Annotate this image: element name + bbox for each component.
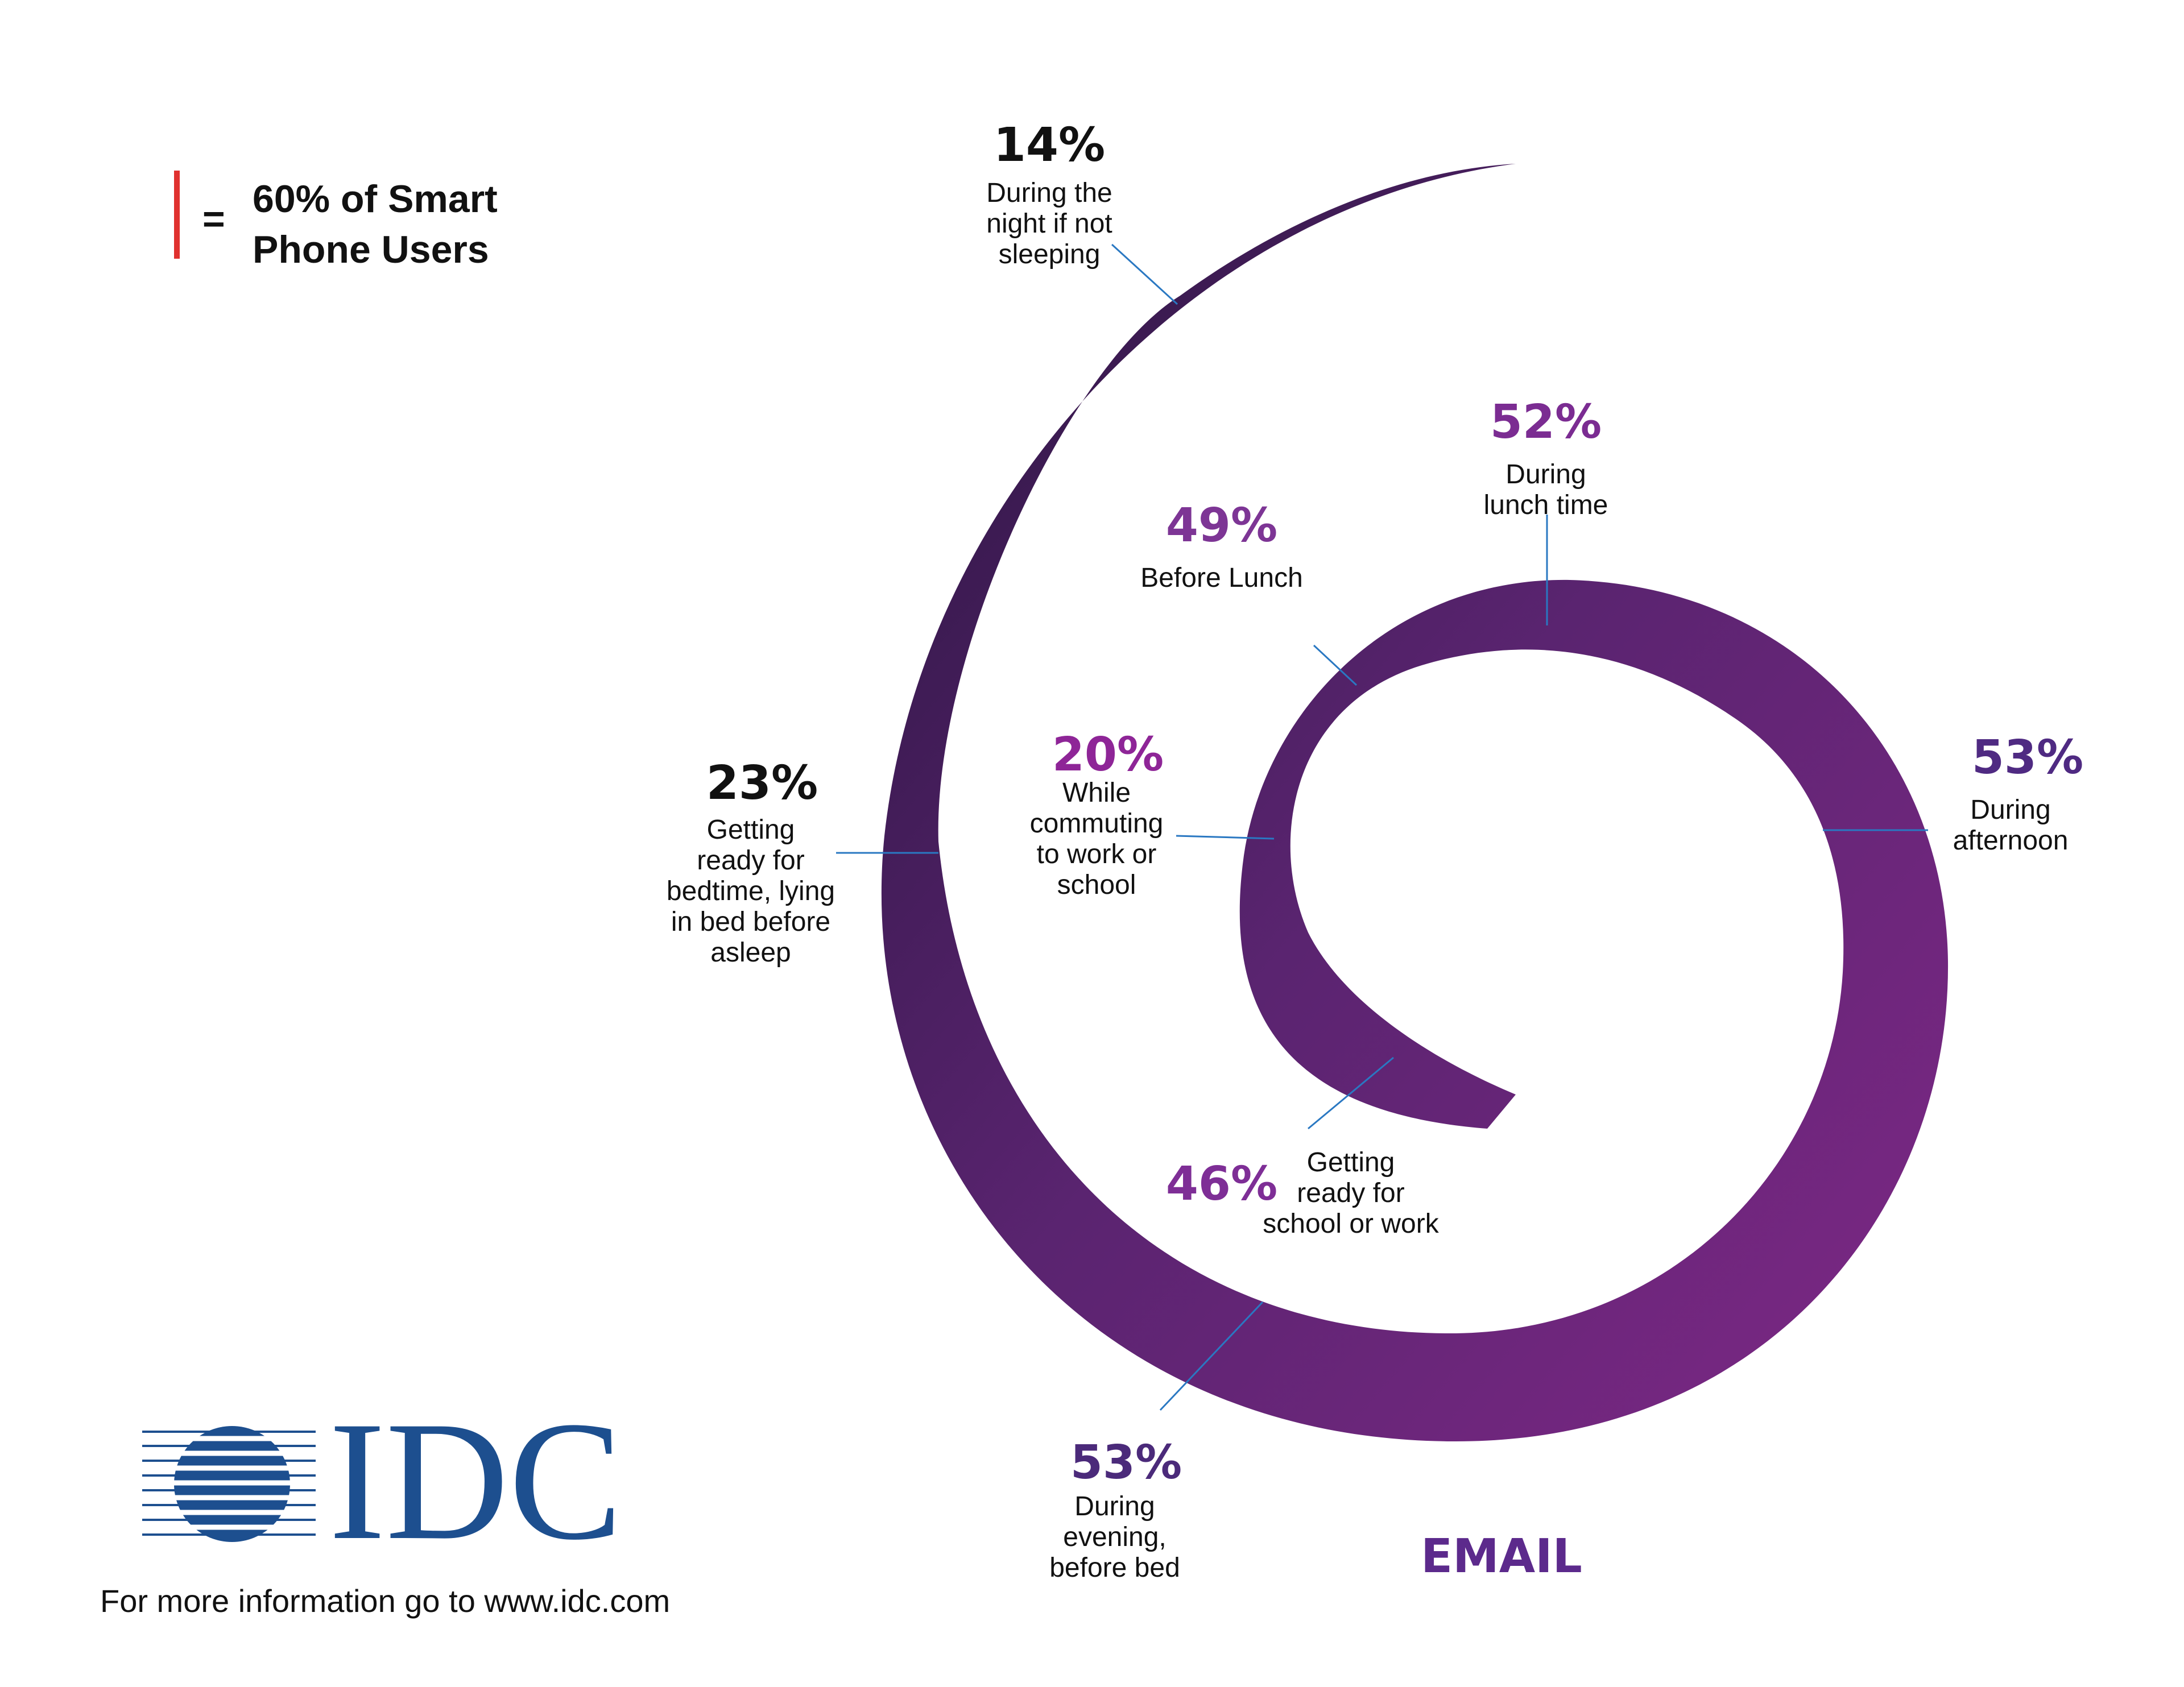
data-label-text: sleeping xyxy=(999,239,1101,270)
data-label-text: Getting xyxy=(1307,1147,1395,1178)
legend-line-2: Phone Users xyxy=(253,228,489,271)
data-label-text: bedtime, lying xyxy=(667,876,835,906)
legend: = 60% of Smart Phone Users xyxy=(174,171,498,271)
data-label-value: 20% xyxy=(1052,728,1164,782)
legend-equals: = xyxy=(202,197,225,241)
data-label-text: Getting xyxy=(707,815,795,845)
leader-line xyxy=(1176,835,1275,840)
data-label-text: ready for xyxy=(1297,1178,1404,1208)
data-label-text: school xyxy=(1057,870,1136,900)
data-label-text: night if not xyxy=(986,209,1112,239)
data-label-text: commuting xyxy=(1030,809,1164,839)
data-label-value: 23% xyxy=(706,756,818,810)
leader-line xyxy=(1308,1056,1394,1130)
data-label-text: lunch time xyxy=(1484,490,1608,520)
footer-text: For more information go to www.idc.com xyxy=(100,1583,670,1619)
data-label-text: asleep xyxy=(710,938,791,968)
data-label-text: in bed before xyxy=(671,907,830,937)
data-label-text: During xyxy=(1970,795,2050,825)
chart-title: EMAIL xyxy=(1421,1530,1582,1584)
data-label-text: During the xyxy=(986,178,1112,208)
data-label-value: 53% xyxy=(1070,1436,1182,1490)
data-label-value: 46% xyxy=(1166,1157,1277,1211)
data-label-value: 52% xyxy=(1490,395,1602,449)
data-label-value: 49% xyxy=(1166,499,1277,553)
data-label-value: 53% xyxy=(1972,731,2083,785)
data-label-text: afternoon xyxy=(1953,826,2069,856)
legend-line-1: 60% of Smart xyxy=(253,177,498,221)
leader-line xyxy=(1111,243,1178,305)
data-label-text: While xyxy=(1062,778,1131,808)
data-label-text: evening, xyxy=(1063,1522,1166,1552)
data-label-text: Before Lunch xyxy=(1140,563,1303,593)
data-label-text: before bed xyxy=(1049,1553,1180,1583)
data-label-text: During xyxy=(1074,1491,1155,1522)
data-label-text: school or work xyxy=(1263,1209,1439,1239)
spiral-band xyxy=(881,164,1949,1442)
leader-line xyxy=(1159,1301,1264,1411)
idc-wordmark: IDC xyxy=(329,1386,623,1575)
data-label-text: ready for xyxy=(697,845,804,876)
data-label-value: 14% xyxy=(994,118,1105,172)
idc-logo: IDC xyxy=(136,1386,623,1575)
leader-line xyxy=(1313,644,1358,686)
leader-lines xyxy=(836,243,1928,1411)
data-label-text: to work or xyxy=(1037,839,1157,869)
legend-symbol xyxy=(174,171,180,259)
idc-globe-icon xyxy=(136,1426,330,1542)
data-label-text: During xyxy=(1505,459,1586,490)
